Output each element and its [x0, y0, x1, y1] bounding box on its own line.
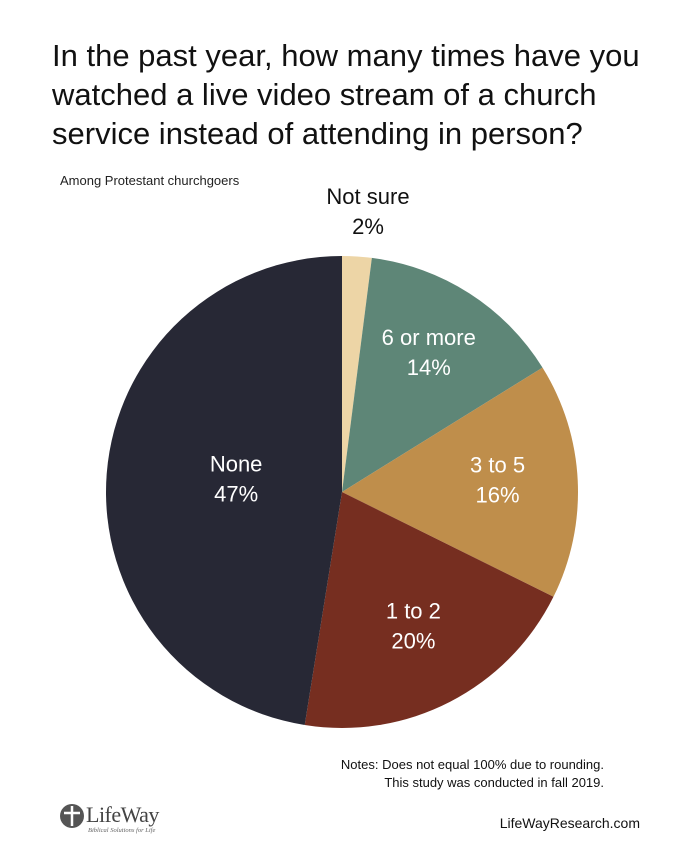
chart-subtitle: Among Protestant churchgoers [60, 173, 240, 188]
slice-label-6-or-more: 6 or more [382, 325, 476, 350]
chart-title: In the past year, how many times have yo… [52, 38, 640, 151]
note-rounding: Notes: Does not equal 100% due to roundi… [340, 757, 604, 772]
slice-label-3-to-5: 3 to 5 [470, 453, 525, 478]
notes: Notes: Does not equal 100% due to roundi… [341, 756, 604, 792]
slice-value-1-to-2: 20% [391, 628, 435, 653]
slice-value-not-sure: 2% [352, 214, 384, 239]
pie-slice-none [106, 256, 342, 726]
note-study-date: This study was conducted in fall 2019. [384, 775, 604, 790]
slice-value-3-to-5: 16% [476, 483, 520, 508]
website-link[interactable]: LifeWayResearch.com [499, 815, 640, 831]
pie-slice-1-to-2 [304, 492, 554, 728]
slice-value-6-or-more: 14% [407, 355, 451, 380]
pie-slice-not-sure [342, 256, 372, 492]
lifeway-logo-icon [60, 804, 84, 828]
lifeway-logo-tagline: Biblical Solutions for Life [88, 827, 156, 834]
lifeway-logo: LifeWay Biblical Solutions for Life [58, 800, 178, 840]
slice-label-none: None [210, 452, 263, 477]
lifeway-logo-wordmark: LifeWay [86, 802, 159, 827]
slice-label-not-sure: Not sure [326, 184, 409, 209]
slice-label-1-to-2: 1 to 2 [386, 598, 441, 623]
slice-value-none: 47% [214, 482, 258, 507]
pie-slice-3-to-5 [342, 367, 579, 597]
pie-slice-6-or-more [342, 257, 543, 492]
